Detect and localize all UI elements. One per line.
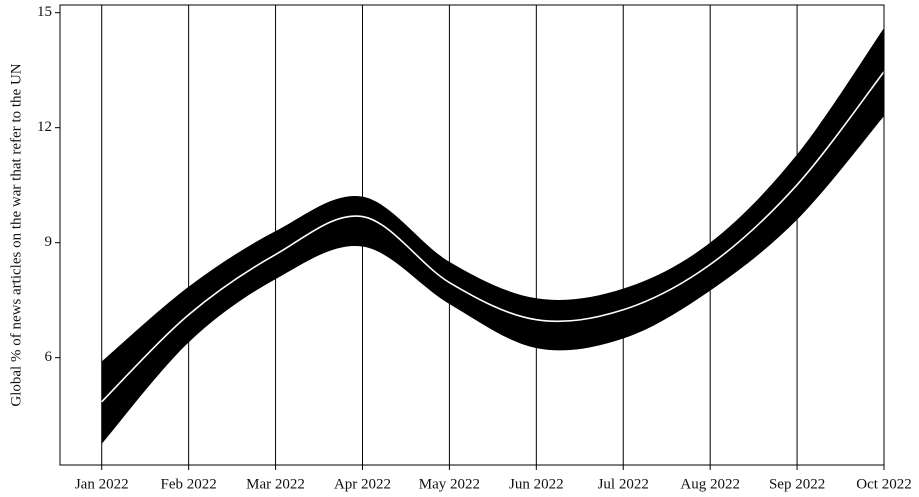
x-tick-label: Oct 2022 xyxy=(856,476,911,492)
x-tick-label: Apr 2022 xyxy=(334,476,391,492)
x-tick-label: Mar 2022 xyxy=(246,476,305,492)
y-tick-label: 12 xyxy=(37,119,52,135)
y-axis-label: Global % of news articles on the war tha… xyxy=(8,63,24,406)
x-tick-label: Aug 2022 xyxy=(680,476,740,492)
x-tick-label: Jun 2022 xyxy=(509,476,564,492)
trend-line xyxy=(101,71,885,403)
x-tick-label: Sep 2022 xyxy=(769,476,825,492)
x-tick-label: Jul 2022 xyxy=(598,476,649,492)
y-tick-label: 6 xyxy=(45,349,53,365)
x-tick-label: Feb 2022 xyxy=(161,476,217,492)
y-tick-label: 15 xyxy=(37,4,52,20)
x-tick-label: Jan 2022 xyxy=(75,476,129,492)
x-tick-label: May 2022 xyxy=(419,476,480,492)
y-tick-label: 9 xyxy=(45,234,53,250)
plot-frame xyxy=(59,4,885,466)
confidence-band xyxy=(101,28,885,444)
